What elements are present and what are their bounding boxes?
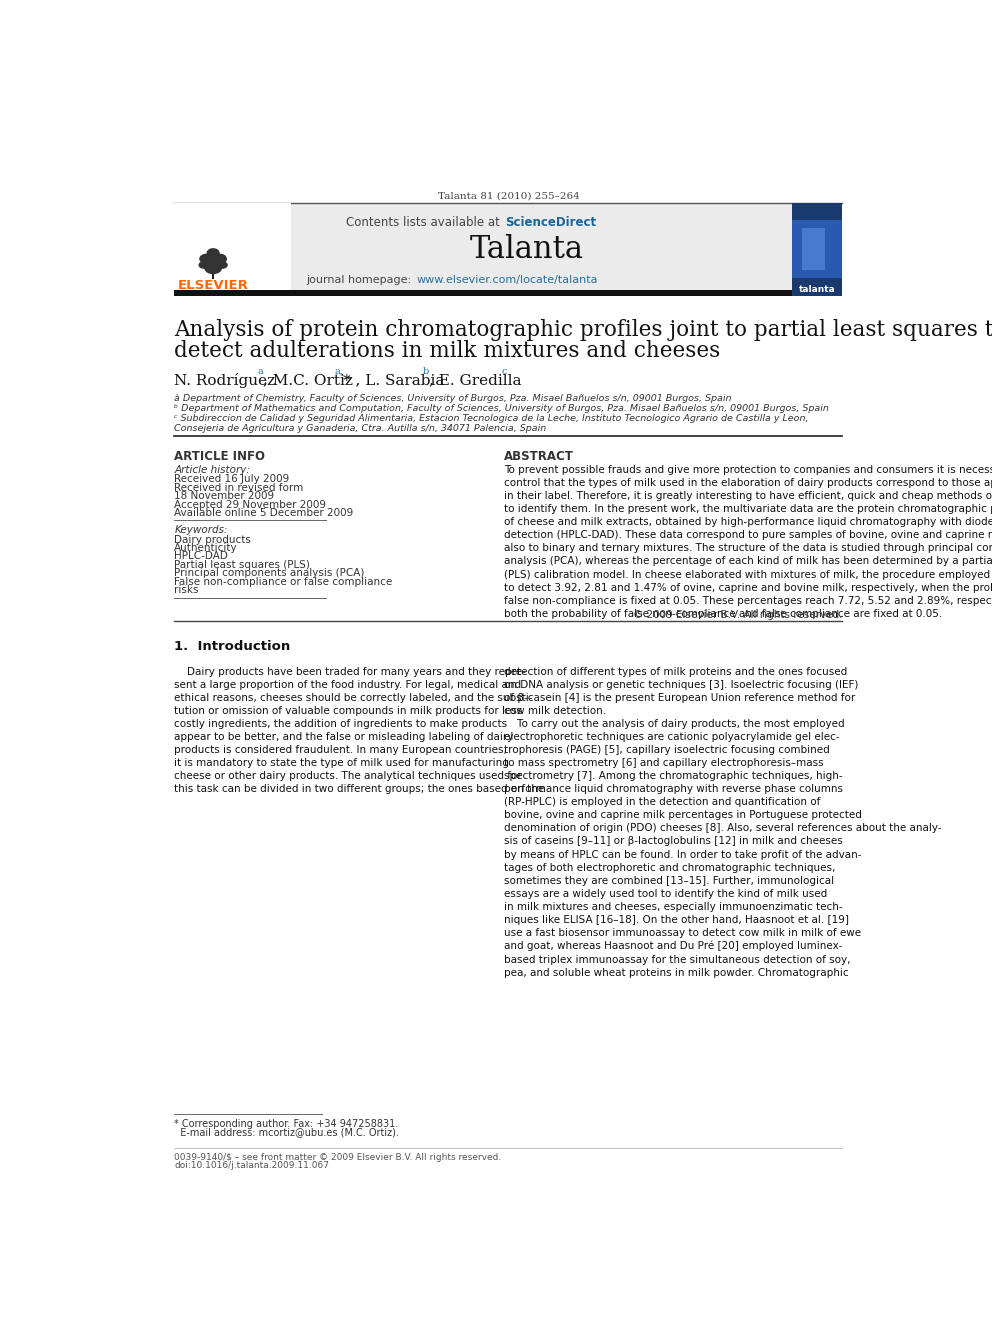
- Text: Partial least squares (PLS): Partial least squares (PLS): [175, 560, 310, 570]
- Text: ABSTRACT: ABSTRACT: [504, 450, 573, 463]
- Text: ELSEVIER: ELSEVIER: [178, 279, 249, 292]
- Text: 1.  Introduction: 1. Introduction: [175, 640, 291, 654]
- Text: E-mail address: mcortiz@ubu.es (M.C. Ortiz).: E-mail address: mcortiz@ubu.es (M.C. Ort…: [175, 1127, 399, 1138]
- Text: N. Rodríguez: N. Rodríguez: [175, 373, 276, 388]
- Text: Keywords:: Keywords:: [175, 525, 228, 536]
- Text: ᵇ Department of Mathematics and Computation, Faculty of Sciences, University of : ᵇ Department of Mathematics and Computat…: [175, 404, 829, 413]
- Text: b: b: [424, 366, 430, 376]
- Bar: [803, 228, 825, 270]
- Text: , E. Gredilla: , E. Gredilla: [429, 373, 521, 386]
- Text: ScienceDirect: ScienceDirect: [505, 216, 596, 229]
- Text: , M.C. Ortiz: , M.C. Ortiz: [263, 373, 352, 386]
- Text: Talanta: Talanta: [470, 234, 584, 265]
- Ellipse shape: [200, 254, 214, 263]
- Bar: [175, 204, 792, 296]
- Text: Received in revised form: Received in revised form: [175, 483, 304, 493]
- Text: Contents lists available at: Contents lists available at: [346, 216, 504, 229]
- Text: ᶜ Subdireccion de Calidad y Seguridad Alimentaria, Estacion Tecnologica de la Le: ᶜ Subdireccion de Calidad y Seguridad Al…: [175, 414, 808, 422]
- Text: Received 16 July 2009: Received 16 July 2009: [175, 475, 290, 484]
- Bar: [792, 221, 842, 278]
- Text: Consejeria de Agricultura y Ganaderia, Ctra. Autilla s/n, 34071 Palencia, Spain: Consejeria de Agricultura y Ganaderia, C…: [175, 423, 547, 433]
- Text: talanta: talanta: [799, 286, 835, 294]
- Text: Dairy products have been traded for many years and they repre-
sent a large prop: Dairy products have been traded for many…: [175, 667, 545, 794]
- Text: 0039-9140/$ – see front matter © 2009 Elsevier B.V. All rights reserved.: 0039-9140/$ – see front matter © 2009 El…: [175, 1152, 502, 1162]
- Bar: [175, 204, 291, 296]
- Text: Dairy products: Dairy products: [175, 534, 251, 545]
- Text: Analysis of protein chromatographic profiles joint to partial least squares to: Analysis of protein chromatographic prof…: [175, 319, 992, 341]
- Text: Available online 5 December 2009: Available online 5 December 2009: [175, 508, 353, 519]
- Text: © 2009 Elsevier B.V. All rights reserved.: © 2009 Elsevier B.V. All rights reserved…: [633, 610, 842, 620]
- Text: Principal components analysis (PCA): Principal components analysis (PCA): [175, 569, 365, 578]
- Text: risks: risks: [175, 585, 198, 595]
- Text: a: a: [257, 366, 263, 376]
- Text: www.elsevier.com/locate/talanta: www.elsevier.com/locate/talanta: [417, 275, 597, 286]
- Text: à Department of Chemistry, Faculty of Sciences, University of Burgos, Pza. Misae: à Department of Chemistry, Faculty of Sc…: [175, 394, 732, 402]
- Ellipse shape: [218, 262, 227, 269]
- Text: Accepted 29 November 2009: Accepted 29 November 2009: [175, 500, 326, 509]
- Ellipse shape: [212, 254, 226, 263]
- Ellipse shape: [205, 263, 221, 274]
- Text: * Corresponding author. Fax: +34 947258831.: * Corresponding author. Fax: +34 9472588…: [175, 1119, 399, 1129]
- Text: False non-compliance or false compliance: False non-compliance or false compliance: [175, 577, 393, 587]
- Text: Authenticity: Authenticity: [175, 542, 238, 553]
- Text: journal homepage:: journal homepage:: [306, 275, 415, 286]
- Text: c: c: [501, 366, 507, 376]
- Text: detect adulterations in milk mixtures and cheeses: detect adulterations in milk mixtures an…: [175, 340, 720, 361]
- Ellipse shape: [207, 249, 219, 257]
- Text: To prevent possible frauds and give more protection to companies and consumers i: To prevent possible frauds and give more…: [504, 466, 992, 619]
- Ellipse shape: [199, 262, 208, 269]
- Text: ARTICLE INFO: ARTICLE INFO: [175, 450, 266, 463]
- Text: 18 November 2009: 18 November 2009: [175, 491, 275, 501]
- Bar: [175, 291, 792, 296]
- Text: detection of different types of milk proteins and the ones focused
on DNA analys: detection of different types of milk pro…: [504, 667, 941, 978]
- Bar: [792, 204, 842, 296]
- Text: doi:10.1016/j.talanta.2009.11.067: doi:10.1016/j.talanta.2009.11.067: [175, 1162, 329, 1171]
- Text: * , L. Sarabia: * , L. Sarabia: [342, 373, 444, 386]
- Text: Talanta 81 (2010) 255–264: Talanta 81 (2010) 255–264: [437, 192, 579, 200]
- Text: a,: a,: [334, 366, 343, 376]
- Text: HPLC-DAD: HPLC-DAD: [175, 552, 228, 561]
- Text: Article history:: Article history:: [175, 466, 250, 475]
